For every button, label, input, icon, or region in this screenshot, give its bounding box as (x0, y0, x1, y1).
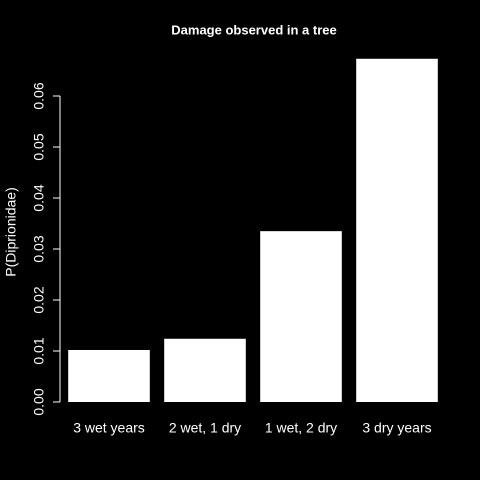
y-tick-label: 0.00 (31, 388, 47, 415)
x-tick-label: 2 wet, 1 dry (169, 420, 241, 436)
x-tick-label: 1 wet, 2 dry (265, 420, 337, 436)
y-tick-label: 0.02 (31, 286, 47, 313)
bar (356, 58, 438, 403)
x-tick-label: 3 wet years (73, 420, 145, 436)
x-tick-label: 3 dry years (362, 420, 431, 436)
y-tick-label: 0.05 (31, 133, 47, 160)
bar (68, 349, 150, 402)
y-axis-label: P(Diprionidae) (3, 187, 19, 276)
chart-title: Damage observed in a tree (171, 22, 336, 37)
y-tick-label: 0.06 (31, 82, 47, 109)
y-tick-label: 0.04 (31, 184, 47, 211)
bar (164, 338, 246, 402)
bar (260, 231, 342, 402)
y-tick-label: 0.03 (31, 235, 47, 262)
y-tick-label: 0.01 (31, 337, 47, 364)
